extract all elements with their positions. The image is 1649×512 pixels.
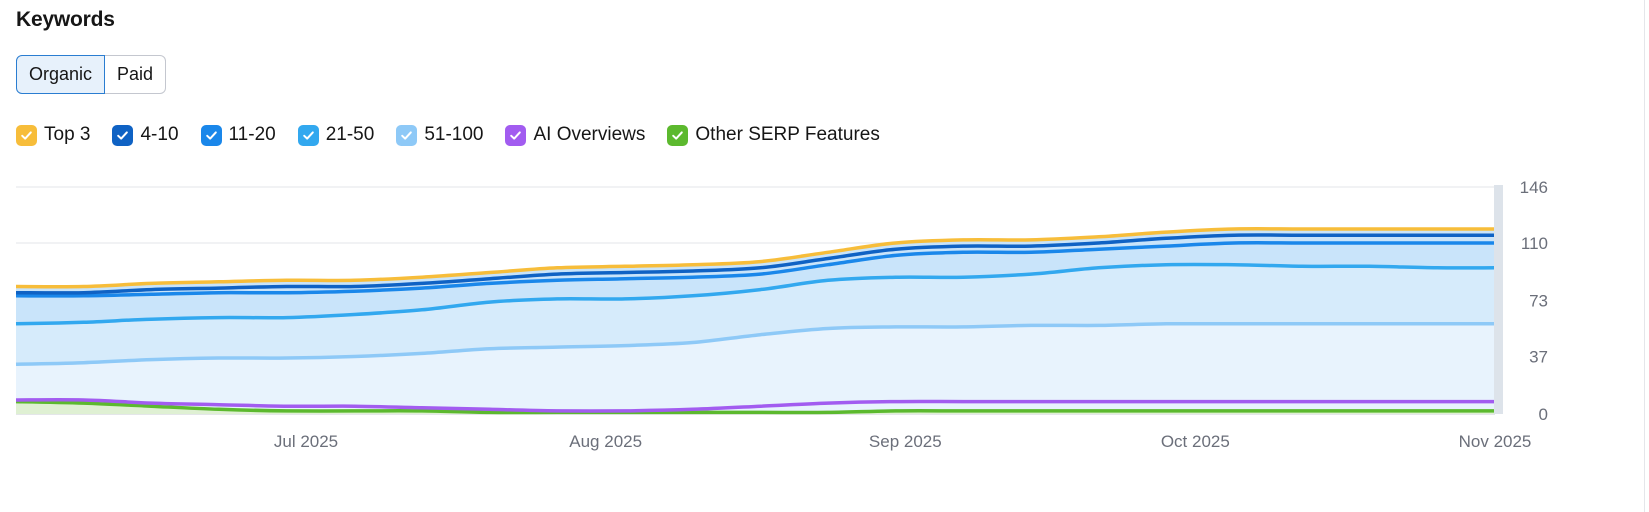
- series-line-top-3: [15, 227, 1495, 289]
- checkbox-checked-icon[interactable]: [200, 124, 222, 146]
- x-tick-label: Nov 2025: [1459, 432, 1532, 451]
- legend-label: Other SERP Features: [695, 124, 880, 145]
- series-line-ai-overviews: [15, 398, 1495, 413]
- legend-label: 21-50: [325, 124, 375, 145]
- area-21-50: [16, 264, 1495, 365]
- chart-legend: Top 3 4-10 11-20 21-50 51-100 AI Overviews Oth…: [16, 122, 902, 148]
- legend-item-ai-overviews[interactable]: AI Overviews: [505, 124, 645, 146]
- y-tick-label: 110: [1521, 234, 1548, 253]
- checkbox-checked-icon[interactable]: [297, 124, 319, 146]
- legend-item-other-serp-features[interactable]: Other SERP Features: [667, 124, 880, 146]
- legend-item-11-20[interactable]: 11-20: [200, 124, 276, 146]
- legend-item-4-10[interactable]: 4-10: [112, 124, 179, 146]
- legend-label: 11-20: [228, 124, 276, 145]
- checkbox-checked-icon[interactable]: [667, 124, 689, 146]
- keywords-area-chart: 0 37 73 110 146 Jul 2025 Aug 2025 Sep 2025 Oct 2…: [15, 178, 1548, 451]
- legend-item-top-3[interactable]: Top 3: [16, 124, 90, 146]
- plot-edge-band: [1494, 185, 1503, 414]
- legend-label: Top 3: [44, 124, 91, 145]
- x-tick-label: Jul 2025: [274, 432, 338, 451]
- checkbox-checked-icon[interactable]: [396, 124, 418, 146]
- paid-tab[interactable]: Paid: [105, 55, 167, 94]
- y-tick-label: 37: [1529, 347, 1548, 366]
- series-line-51-100: [15, 321, 1495, 366]
- legend-label: 4-10: [140, 124, 179, 145]
- organic-tab[interactable]: Organic: [16, 55, 106, 94]
- legend-label: 51-100: [424, 124, 484, 145]
- legend-item-51-100[interactable]: 51-100: [396, 124, 483, 146]
- series-line-11-20: [15, 241, 1495, 298]
- checkbox-checked-icon[interactable]: [16, 124, 37, 146]
- area-51-100: [16, 323, 1495, 414]
- y-tick-label: 0: [1539, 405, 1548, 424]
- series-line-other-serp-features: [15, 399, 1495, 415]
- panel-divider: [1644, 0, 1645, 512]
- legend-item-21-50[interactable]: 21-50: [297, 124, 375, 146]
- series-line-21-50: [15, 262, 1496, 326]
- series-line-4-10: [15, 233, 1495, 295]
- organic-paid-toggle: Organic Paid: [16, 55, 167, 94]
- y-tick-label: 73: [1529, 292, 1548, 311]
- legend-label: AI Overviews: [533, 124, 646, 145]
- x-tick-label: Sep 2025: [869, 432, 942, 451]
- checkbox-checked-icon[interactable]: [505, 124, 527, 146]
- x-tick-label: Oct 2025: [1161, 432, 1230, 451]
- checkbox-checked-icon[interactable]: [112, 124, 134, 146]
- page-title: Keywords: [16, 8, 115, 31]
- y-tick-label: 146: [1520, 178, 1548, 197]
- x-tick-label: Aug 2025: [569, 432, 642, 451]
- area-top-20: [16, 228, 1495, 324]
